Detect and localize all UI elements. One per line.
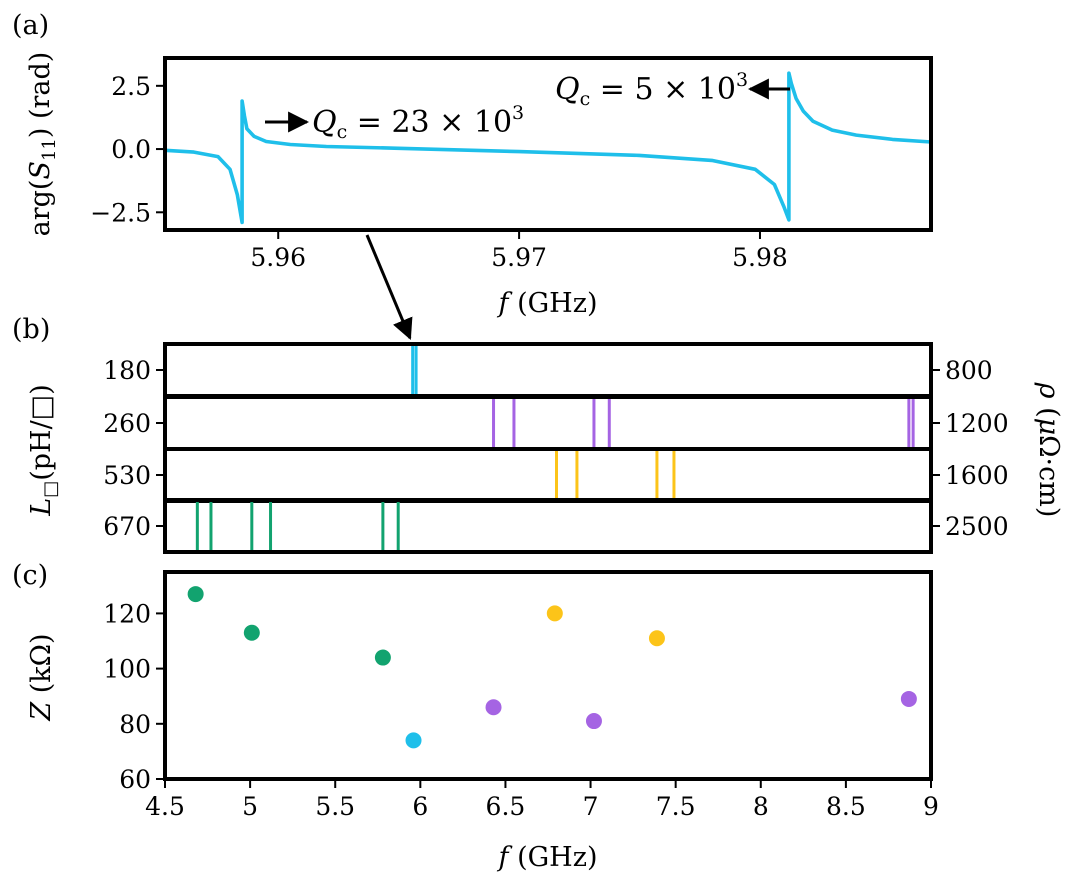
panel-c-x-label: f (GHz) bbox=[497, 842, 598, 873]
panel-b-rows: 180 800 260 1200 530 1600 670 2500 bbox=[103, 342, 1009, 554]
panel-c-x-tick-label: 9 bbox=[923, 792, 939, 821]
panel-b-left-tick-label: 260 bbox=[103, 409, 151, 438]
panel-c-x-tick-label: 8.5 bbox=[826, 792, 866, 821]
panel-c-x-tick-label: 5.5 bbox=[315, 792, 355, 821]
phase-response-line bbox=[164, 71, 932, 225]
scatter-point bbox=[405, 732, 422, 749]
panel-a-y-label: arg(S11) (rad) bbox=[25, 52, 60, 237]
panel-a-y-tick-label: 0.0 bbox=[111, 135, 151, 164]
scatter-point bbox=[546, 605, 563, 622]
panel-a-label: (a) bbox=[12, 10, 49, 41]
panel-c-y-ticks: 60 80 100 120 bbox=[103, 599, 165, 794]
panel-a-x-label: f (GHz) bbox=[497, 288, 598, 319]
panel-a-x-tick-label: 5.97 bbox=[491, 243, 547, 272]
panel-c-x-tick-label: 5 bbox=[242, 792, 258, 821]
panel-b-y-label-right: ρ (μΩ·cm) bbox=[1033, 382, 1064, 518]
panel-b-row: 180 800 bbox=[103, 342, 993, 398]
panel-b-row-frame bbox=[163, 342, 933, 398]
panel-b-right-tick-label: 1600 bbox=[945, 461, 1009, 490]
panel-c-y-tick-label: 60 bbox=[119, 765, 151, 794]
panel-a-frame bbox=[163, 56, 933, 232]
panel-a-x-ticks: 5.96 5.97 5.98 bbox=[250, 230, 788, 272]
panel-c-x-tick-label: 7.5 bbox=[656, 792, 696, 821]
panel-c-points bbox=[187, 586, 917, 749]
panel-b-row: 670 2500 bbox=[103, 498, 1009, 554]
panel-c-frame bbox=[163, 570, 933, 781]
annotation-qc-5: Qc = 5 × 103 bbox=[555, 69, 748, 110]
panel-b-right-tick-label: 2500 bbox=[945, 512, 1009, 541]
scatter-point bbox=[648, 630, 665, 647]
scatter-point bbox=[585, 713, 602, 730]
panel-b-row-frame bbox=[163, 498, 933, 554]
panel-a-y-ticks: 2.5 0.0 −2.5 bbox=[90, 72, 165, 227]
panel-c-x-tick-label: 7 bbox=[583, 792, 599, 821]
panel-c-x-ticks: 4.5 5 5.5 6 6.5 7 7.5 8 8.5 9 bbox=[145, 779, 939, 821]
zoom-connector-arrow bbox=[365, 234, 413, 340]
panel-b-right-tick-label: 800 bbox=[945, 356, 993, 385]
panel-c: (c) 60 80 100 120 4.5 5 5.5 6 6.5 7 7.5 8 8.5 9 Z (k… bbox=[12, 560, 939, 873]
panel-c-y-tick-label: 120 bbox=[103, 599, 151, 628]
panel-b-row-frame bbox=[163, 395, 933, 451]
panel-b-row-frame bbox=[163, 447, 933, 503]
panel-c-label: (c) bbox=[12, 560, 48, 591]
panel-c-x-tick-label: 4.5 bbox=[145, 792, 185, 821]
panel-a: (a) 2.5 0.0 −2.5 5.96 5.97 5.98 arg(S11) (ra… bbox=[12, 10, 933, 340]
panel-c-x-tick-label: 6.5 bbox=[486, 792, 526, 821]
panel-b-row: 260 1200 bbox=[103, 395, 1009, 451]
panel-c-x-tick-label: 8 bbox=[753, 792, 769, 821]
panel-b-row: 530 1600 bbox=[103, 447, 1009, 503]
scatter-point bbox=[485, 699, 502, 716]
scatter-point bbox=[900, 690, 917, 707]
panel-a-x-tick-label: 5.98 bbox=[732, 243, 788, 272]
panel-b-right-tick-label: 1200 bbox=[945, 409, 1009, 438]
scatter-point bbox=[243, 624, 260, 641]
panel-c-y-tick-label: 80 bbox=[119, 710, 151, 739]
scatter-point bbox=[374, 649, 391, 666]
panel-c-y-tick-label: 100 bbox=[103, 655, 151, 684]
panel-b-left-tick-label: 530 bbox=[103, 461, 151, 490]
annotation-qc-23: Qc = 23 × 103 bbox=[312, 102, 524, 143]
scatter-point bbox=[187, 586, 204, 603]
panel-a-y-tick-label: −2.5 bbox=[90, 198, 151, 227]
panel-c-x-tick-label: 6 bbox=[412, 792, 428, 821]
panel-c-y-label: Z (kΩ) bbox=[26, 633, 57, 721]
panel-b-left-tick-label: 670 bbox=[103, 512, 151, 541]
panel-b-left-tick-label: 180 bbox=[103, 356, 151, 385]
panel-a-y-tick-label: 2.5 bbox=[111, 72, 151, 101]
panel-b: (b) 180 800 260 1200 530 1600 670 2500 L□(pH/□)… bbox=[12, 314, 1064, 554]
panel-b-label: (b) bbox=[12, 314, 50, 345]
panel-a-x-tick-label: 5.96 bbox=[250, 243, 306, 272]
panel-b-y-label-left: L□(pH/□) bbox=[26, 384, 61, 516]
